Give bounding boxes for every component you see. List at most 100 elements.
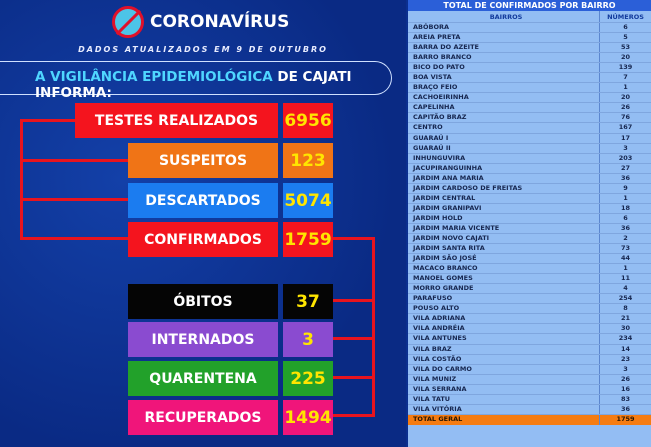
bairro-name: BOA VISTA	[408, 73, 600, 83]
table-row: PARAFUSO 254	[408, 294, 651, 305]
bairro-name: JARDIM NOVO CAJATI	[408, 233, 600, 244]
bairro-name: VILA SERRANA	[408, 384, 600, 394]
col-numeros: NÚMEROS	[607, 13, 644, 21]
stat-value: 37	[283, 284, 333, 319]
stat-label: CONFIRMADOS	[128, 222, 278, 257]
table-row: VILA COSTÃO 23	[408, 354, 651, 365]
stat-label: TESTES REALIZADOS	[75, 103, 278, 138]
bairro-count: 36	[620, 223, 631, 232]
bairro-name: JARDIM SÃO JOSÉ	[408, 254, 600, 264]
table-row: VILA TATU 83	[408, 394, 651, 405]
stat-label: QUARENTENA	[128, 361, 278, 396]
bairro-count: 2	[623, 233, 628, 242]
table-row: CENTRO 167	[408, 123, 651, 134]
connector-line	[333, 237, 375, 240]
bairro-name: CAPELINHA	[408, 103, 600, 113]
bairro-name: POUSO ALTO	[408, 304, 600, 314]
table-row: VILA VITÓRIA 36	[408, 404, 651, 415]
bairro-name: JARDIM CARDOSO DE FREITAS	[408, 183, 600, 193]
bairro-count: 4	[623, 284, 628, 293]
bairro-name: MORRO GRANDE	[408, 284, 600, 294]
bairro-count: 167	[618, 123, 633, 132]
banner-text: DE CAJATI INFORMA:	[35, 69, 352, 101]
bairro-count: 26	[620, 374, 631, 383]
bairro-name: JARDIM HOLD	[408, 213, 600, 223]
stat-label: DESCARTADOS	[128, 183, 278, 218]
stat-value: 6956	[283, 103, 333, 138]
bairro-count: 26	[620, 103, 631, 112]
bairro-name: JACUPIRANGUINHA	[408, 163, 600, 173]
connector-line	[372, 237, 375, 417]
bairro-name: CAPITÃO BRAZ	[408, 113, 600, 123]
bairro-count: 139	[618, 63, 633, 72]
table-row: GUARAÚ I 17	[408, 133, 651, 144]
table-row: JARDIM NOVO CAJATI 2	[408, 233, 651, 245]
table-row: VILA DO CARMO 3	[408, 364, 651, 375]
bairro-count: 44	[620, 254, 631, 263]
bairro-name: BARRA DO AZEITE	[408, 43, 600, 53]
table-header: BAIRROS NÚMEROS	[408, 11, 651, 23]
connector-line	[20, 119, 23, 240]
bairro-name: VILA BRAZ	[408, 344, 600, 354]
table-row: BRAÇO FEIO 1	[408, 83, 651, 94]
total-value: 1759	[616, 414, 635, 423]
table-row: CACHOEIRINHA 20	[408, 93, 651, 104]
stat-value: 1759	[283, 222, 333, 257]
bairro-count: 23	[620, 354, 631, 363]
bairro-count: 7	[623, 73, 628, 82]
total-row: TOTAL GERAL 1759	[408, 414, 651, 425]
bairro-name: VILA ANTUNES	[408, 334, 600, 344]
bairro-count: 11	[620, 274, 631, 283]
stat-value: 225	[283, 361, 333, 396]
bairro-count: 1	[623, 193, 628, 202]
table-row: JARDIM ANA MARIA 36	[408, 173, 651, 184]
bairro-name: BARRO BRANCO	[408, 53, 600, 63]
bairro-count: 203	[618, 153, 633, 162]
table-row: BARRA DO AZEITE 53	[408, 43, 651, 54]
connector-line	[333, 376, 375, 379]
bairro-name: JARDIM CENTRAL	[408, 193, 600, 203]
table-row: JARDIM CENTRAL 1	[408, 193, 651, 204]
table-row: CAPITÃO BRAZ 76	[408, 113, 651, 124]
bairro-name: VILA COSTÃO	[408, 354, 600, 364]
bairro-name: VILA DO CARMO	[408, 364, 600, 374]
bairro-count: 30	[620, 324, 631, 333]
stat-label: ÓBITOS	[128, 284, 278, 319]
bairro-name: VILA ADRIANA	[408, 314, 600, 324]
bairro-count: 36	[620, 404, 631, 413]
bairro-name: PARAFUSO	[408, 294, 600, 304]
bairro-name: CACHOEIRINHA	[408, 93, 600, 103]
bairro-name: CENTRO	[408, 123, 600, 133]
table-row: VILA MUNIZ 26	[408, 374, 651, 385]
table-row: BARRO BRANCO 20	[408, 53, 651, 64]
bairro-count: 20	[620, 53, 631, 62]
bairro-count: 36	[620, 173, 631, 182]
info-banner: A VIGILÂNCIA EPIDEMIOLÓGICA DE CAJATI IN…	[0, 61, 392, 101]
stat-label: INTERNADOS	[128, 322, 278, 357]
total-label: TOTAL GERAL	[408, 414, 600, 425]
bairro-count: 83	[620, 394, 631, 403]
table-row: MORRO GRANDE 4	[408, 284, 651, 295]
banner-highlight: A VIGILÂNCIA EPIDEMIOLÓGICA	[35, 69, 273, 85]
table-row: JARDIM GRANIPAVI 18	[408, 203, 651, 214]
connector-line	[20, 237, 128, 240]
bairro-name: BRAÇO FEIO	[408, 83, 600, 93]
bairro-count: 254	[618, 294, 633, 303]
connector-line	[333, 337, 375, 340]
stat-value: 123	[283, 143, 333, 178]
bairro-count: 27	[620, 163, 631, 172]
bairro-count: 1	[623, 83, 628, 92]
bairro-count: 17	[620, 133, 631, 142]
bairro-count: 18	[620, 203, 631, 212]
table-title: TOTAL DE CONFIRMADOS POR BAIRRO	[408, 0, 651, 11]
bairro-name: VILA VITÓRIA	[408, 404, 600, 414]
table-row: MANOEL GOMES 11	[408, 274, 651, 285]
neighborhood-table: TOTAL DE CONFIRMADOS POR BAIRRO BAIRROS N…	[408, 0, 651, 447]
bairro-count: 3	[623, 364, 628, 373]
bairro-name: BICO DO PATO	[408, 63, 600, 73]
bairro-count: 3	[623, 143, 628, 152]
bairro-count: 20	[620, 93, 631, 102]
bairro-count: 6	[623, 213, 628, 222]
updated-date: DADOS ATUALIZADOS EM 9 DE OUTUBRO	[78, 45, 328, 54]
table-row: BICO DO PATO 139	[408, 63, 651, 74]
